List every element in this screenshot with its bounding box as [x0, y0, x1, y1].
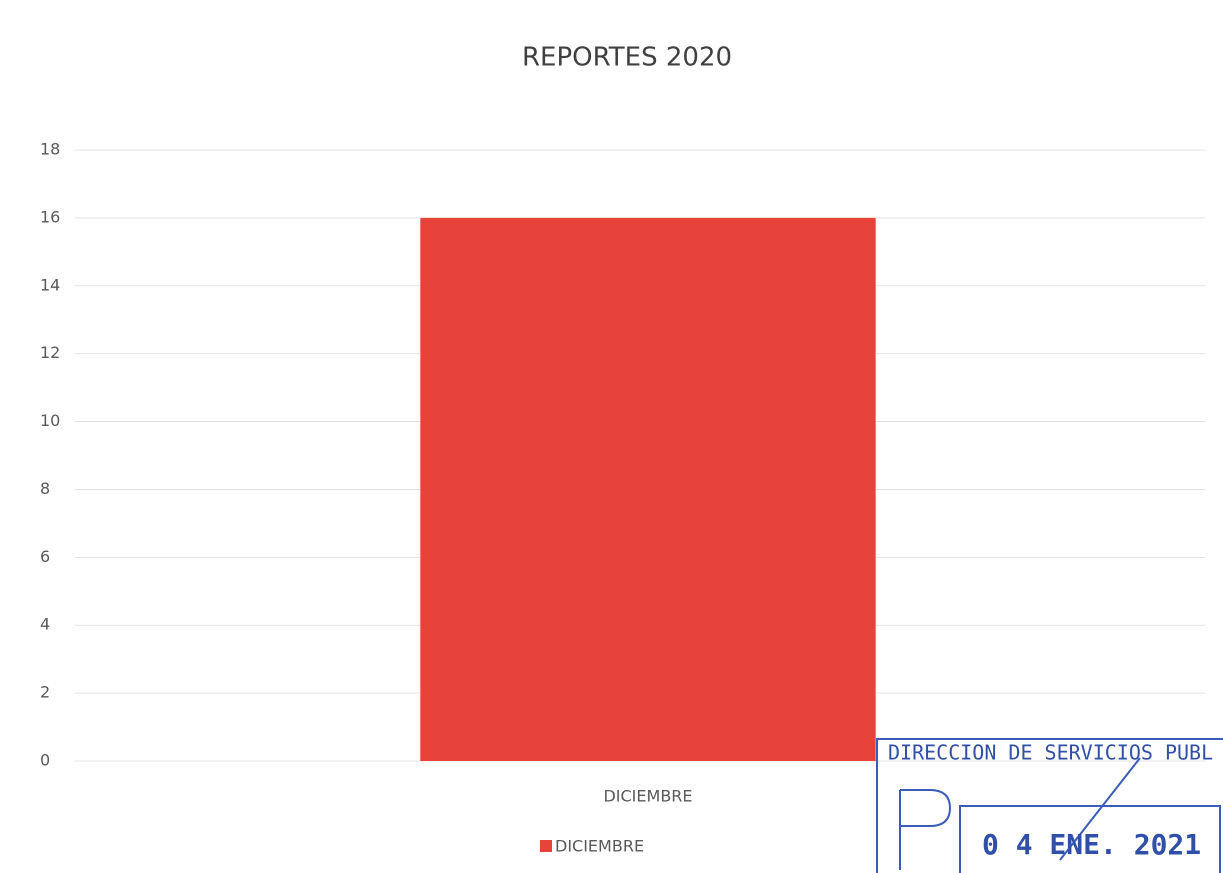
y-tick-label: 10	[40, 411, 60, 430]
y-tick-label: 6	[40, 547, 50, 566]
chart-title: REPORTES 2020	[522, 43, 732, 73]
y-tick-label: 12	[40, 343, 60, 362]
y-tick-label: 18	[40, 140, 60, 159]
stamp-date-box	[959, 805, 1221, 873]
y-tick-label: 16	[40, 207, 60, 226]
y-tick-label: 4	[40, 615, 50, 634]
stamp: DIRECCION DE SERVICIOS PUBL 0 4 ENE. 202…	[876, 738, 1223, 873]
stamp-border	[876, 738, 1223, 873]
y-tick-label: 2	[40, 683, 50, 702]
y-tick-label: 0	[40, 751, 50, 770]
x-tick-label: DICIEMBRE	[603, 787, 692, 806]
y-tick-label: 8	[40, 479, 50, 498]
bar	[420, 217, 876, 761]
stamp-outline	[899, 757, 1141, 870]
stamp-header: DIRECCION DE SERVICIOS PUBL	[888, 741, 1213, 765]
stamp-date: 0 4 ENE. 2021	[982, 828, 1201, 861]
y-tick-label: 14	[40, 275, 60, 294]
legend-swatch	[540, 840, 552, 852]
legend-label: DICIEMBRE	[555, 837, 644, 856]
